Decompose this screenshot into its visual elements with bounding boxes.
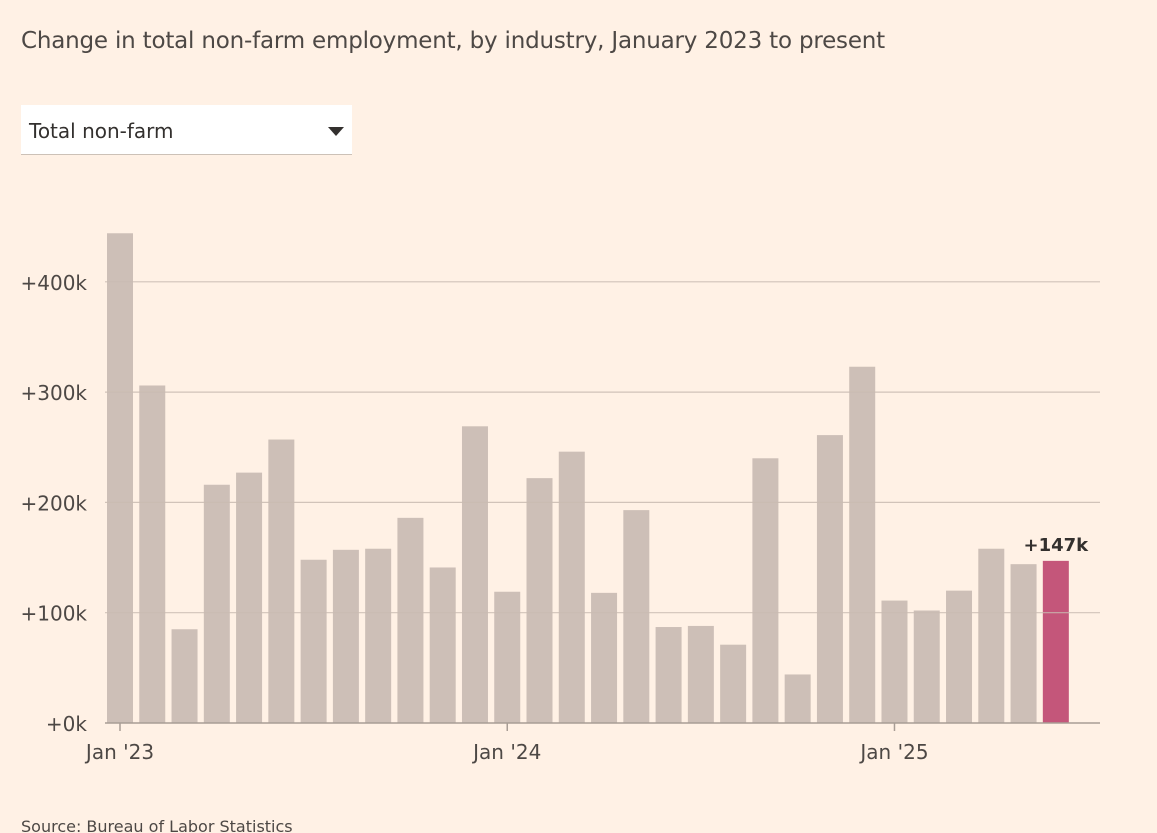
bar-2024-12 (849, 366, 876, 723)
bar-2024-11 (816, 435, 843, 723)
industry-select[interactable]: Total non-farm (21, 105, 352, 155)
x-tick-label: Jan '25 (858, 740, 928, 764)
bar-2025-04 (978, 548, 1005, 723)
bar-2025-02 (913, 610, 940, 723)
bar-2023-10 (397, 517, 424, 723)
bar-2024-06 (655, 627, 682, 723)
bar-2023-04 (203, 484, 230, 723)
bar-2024-09 (752, 458, 779, 723)
bar-2025-03 (946, 590, 973, 723)
chevron-down-icon (328, 127, 344, 136)
bar-2024-02 (526, 478, 553, 723)
bar-2024-03 (558, 451, 585, 723)
bar-value-label: +147k (1024, 535, 1090, 556)
bar-2023-03 (171, 629, 198, 723)
bar-2023-02 (139, 385, 166, 723)
bar-2023-08 (332, 549, 359, 723)
y-tick-label: +400k (20, 271, 87, 295)
bar-2025-06 (1042, 560, 1069, 723)
bar-2024-01 (494, 591, 521, 723)
bar-2024-07 (687, 625, 714, 723)
employment-bar-chart: +0k +100k +200k +300k +400k Jan '23 Jan '24 Jan… (20, 233, 1100, 764)
bar-2024-04 (591, 592, 618, 723)
bar-2023-01 (107, 233, 133, 723)
y-tick-label: +300k (20, 381, 87, 405)
y-tick-label: +0k (46, 712, 87, 736)
x-tick-label: Jan '23 (84, 740, 154, 764)
industry-select-value: Total non-farm (29, 119, 174, 143)
bar-2023-09 (365, 548, 392, 723)
bar-2023-05 (236, 472, 263, 723)
bar-2025-01 (881, 600, 908, 723)
y-tick-label: +200k (20, 491, 87, 515)
source-note: Source: Bureau of Labor Statistics (21, 817, 293, 833)
bar-2023-07 (300, 559, 327, 723)
bar-2023-12 (461, 426, 488, 723)
chart-title: Change in total non-farm employment, by … (21, 28, 885, 54)
bar-2024-08 (720, 644, 747, 723)
bar-2023-11 (429, 567, 456, 723)
bar-2024-10 (784, 674, 811, 723)
bar-2025-05 (1010, 564, 1037, 723)
y-tick-label: +100k (20, 602, 87, 626)
x-tick-label: Jan '24 (471, 740, 541, 764)
bar-2024-05 (623, 510, 650, 723)
bar-2023-06 (268, 439, 295, 723)
